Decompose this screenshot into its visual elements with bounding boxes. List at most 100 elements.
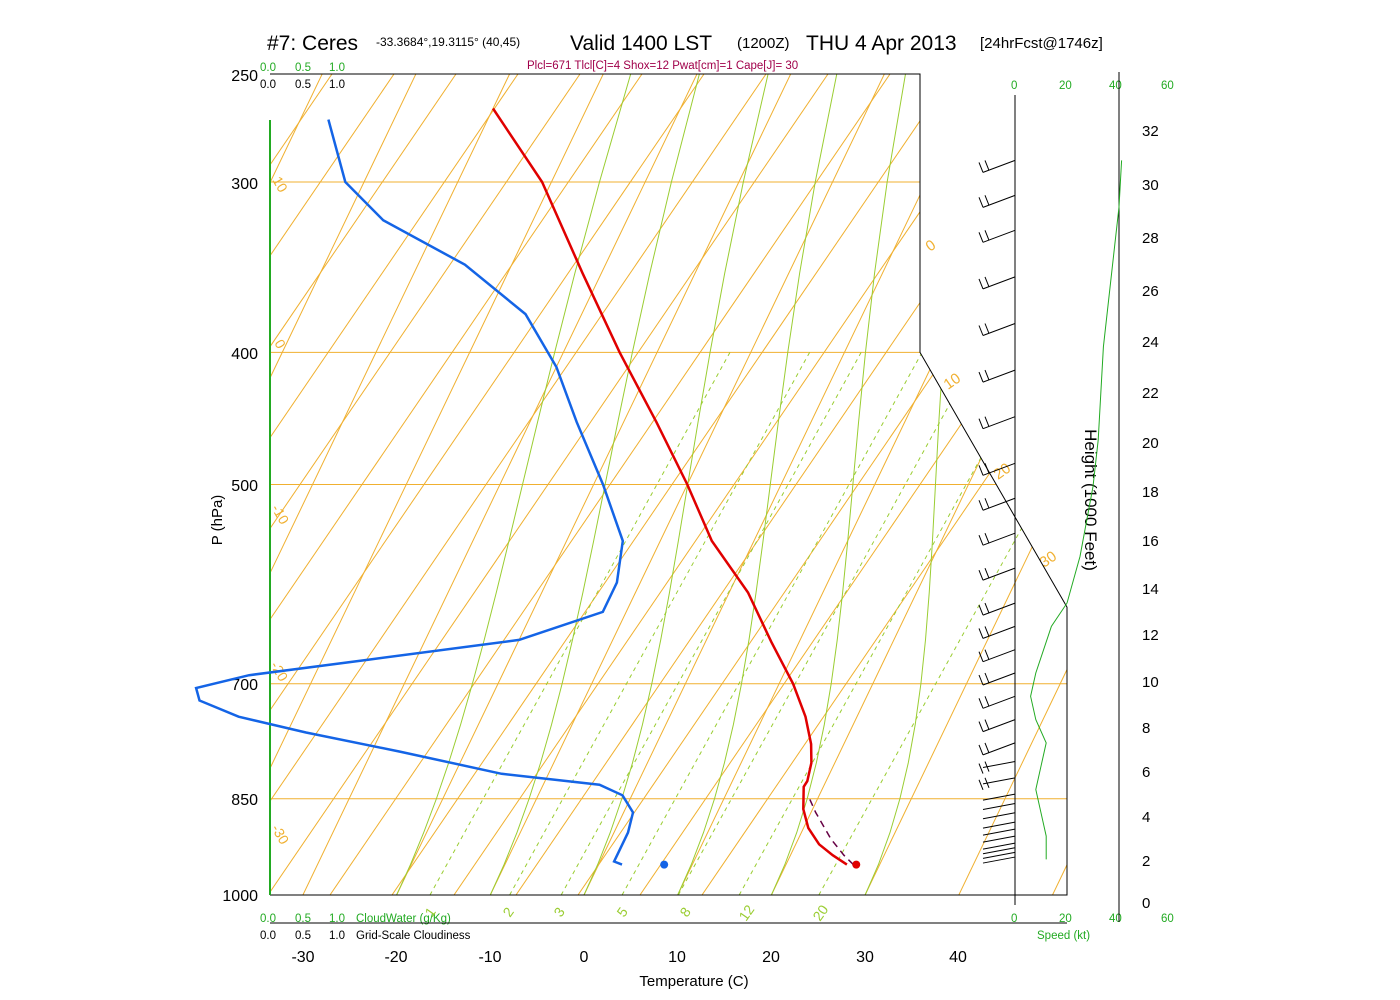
- temp-tick-m30: -30: [291, 949, 314, 966]
- dry-adiabat-line: [0, 74, 146, 895]
- wind-barb-feather: [984, 416, 990, 427]
- isotherm-line: [1146, 0, 1400, 895]
- wind-barb: [982, 842, 1016, 850]
- speed-label: Speed (kt): [1037, 930, 1090, 942]
- wind-barb-feather: [984, 602, 990, 614]
- isotherm-label-0: 0: [923, 237, 940, 256]
- wind-barb: [982, 497, 1016, 511]
- dry-adiabat-labels: 10 0 -10 -20 -30: [267, 174, 292, 848]
- wind-barb: [982, 851, 1016, 859]
- temp-tick-0: 0: [580, 949, 589, 966]
- wind-barb-feather: [984, 498, 990, 509]
- dry-adiabat-line: [0, 74, 84, 895]
- wind-barb: [982, 369, 1016, 383]
- chart-title: #7: Ceres -33.3684°,19.3115° (40,45) Val…: [267, 32, 1103, 55]
- wind-barb-feather: [984, 696, 990, 707]
- cloud-scale-top-black-0: 0.0: [260, 79, 276, 91]
- speed-top-60: 60: [1161, 80, 1174, 92]
- cloud-scale-top-green-0: 0.0: [260, 62, 276, 74]
- dry-adiabat-label-10: 10: [269, 174, 291, 196]
- temperature-axis-label: Temperature (C): [639, 973, 748, 990]
- wind-barb: [982, 416, 1016, 430]
- wind-barb: [982, 847, 1016, 855]
- wind-barb: [982, 719, 1016, 733]
- wind-barb: [982, 793, 1016, 801]
- temperature-2m-marker: [852, 860, 861, 869]
- wind-barb-feather: [978, 744, 984, 756]
- wind-barb-feather: [978, 418, 984, 429]
- temperature-ticks: -30 -20 -10 0 10 20 30 40: [291, 949, 967, 966]
- wind-barb-feather: [978, 465, 984, 476]
- title-station: #7: Ceres: [267, 32, 358, 55]
- wind-barb-feather: [978, 162, 984, 173]
- wind-barb-feather: [978, 779, 984, 791]
- wind-barb-feather: [984, 533, 990, 544]
- isotherm-line: [0, 0, 105, 895]
- grid-lines: [0, 0, 1400, 895]
- dry-adiabat-line: [270, 74, 829, 895]
- wind-barb: [982, 672, 1016, 686]
- dry-adiabat-line: [0, 74, 22, 895]
- speed-top-20: 20: [1059, 80, 1072, 92]
- wind-barb-feather: [984, 649, 990, 660]
- mixing-ratio-line: [509, 352, 811, 895]
- isotherm-line: [583, 74, 1042, 895]
- temperature-line: [491, 107, 848, 866]
- mixing-ratio-label-12: 12: [735, 902, 757, 924]
- dry-adiabat-line: [270, 74, 271, 895]
- dry-adiabat-line: [270, 74, 395, 895]
- isotherm-line: [1052, 74, 1067, 895]
- isotherm-line: [396, 74, 855, 895]
- wind-barb-feather: [984, 672, 990, 684]
- mixing-ratio-line: [818, 352, 1067, 895]
- wind-barb: [982, 649, 1016, 663]
- mixing-ratio-line: [677, 352, 979, 895]
- wind-barb-feather: [984, 742, 990, 754]
- wind-barb-feather: [984, 761, 990, 772]
- isotherm-line: [270, 74, 668, 895]
- wind-barb-feather: [978, 197, 984, 208]
- dry-adiabat-line: [329, 74, 891, 895]
- temp-tick-10: 10: [668, 949, 686, 966]
- height-ticks: 0 2 4 6 8 10 12 14 16 18 20 22 24 26 28 …: [1142, 123, 1159, 912]
- mixing-ratio-label-8: 8: [676, 904, 694, 920]
- isotherm-line: [958, 74, 1067, 895]
- cloud-scale-bottom-black-0: 0.0: [260, 930, 276, 942]
- title-valid: Valid 1400 LST: [570, 32, 712, 55]
- pressure-tick-850: 850: [231, 792, 258, 809]
- isotherm-line: [770, 74, 1067, 895]
- wind-barb-feather: [984, 160, 990, 171]
- dry-adiabat-line: [701, 74, 1067, 895]
- isotherm-line: [0, 0, 11, 895]
- height-tick-12: 12: [1142, 627, 1159, 644]
- cloud-scale-top-black-1: 0.5: [295, 79, 311, 91]
- cloud-scale-top-green-1: 0.5: [295, 62, 311, 74]
- isotherm-line: [270, 74, 480, 895]
- height-tick-4: 4: [1142, 809, 1150, 826]
- pressure-tick-400: 400: [231, 346, 258, 363]
- wind-barb-feather: [984, 323, 990, 334]
- wind-barb: [982, 194, 1016, 208]
- cloud-scale-bottom-black-1: 0.5: [295, 930, 311, 942]
- wind-barb: [982, 229, 1016, 243]
- pressure-tick-1000: 1000: [222, 888, 258, 905]
- speed-bottom-0: 0: [1011, 913, 1017, 925]
- pressure-axis-label: P (hPa): [209, 495, 226, 546]
- wind-barb-feather: [978, 232, 984, 243]
- wind-barb-feather: [984, 369, 990, 381]
- height-tick-20: 20: [1142, 435, 1159, 452]
- wind-barb-feather: [978, 651, 984, 662]
- wind-barb-feather: [984, 463, 990, 474]
- height-tick-14: 14: [1142, 581, 1159, 598]
- moist-adiabat-line: [677, 74, 838, 895]
- dry-adiabat-line: [639, 74, 1067, 895]
- dewpoint-2m-marker: [660, 860, 669, 869]
- temp-tick-m20: -20: [384, 949, 407, 966]
- dry-adiabat-line: [270, 74, 767, 895]
- wind-barb: [982, 856, 1016, 864]
- pressure-tick-700: 700: [231, 677, 258, 694]
- wind-barb: [982, 835, 1016, 843]
- isotherm-line: [489, 74, 949, 895]
- speed-bottom-60: 60: [1161, 913, 1174, 925]
- wind-barb-feather: [978, 535, 984, 546]
